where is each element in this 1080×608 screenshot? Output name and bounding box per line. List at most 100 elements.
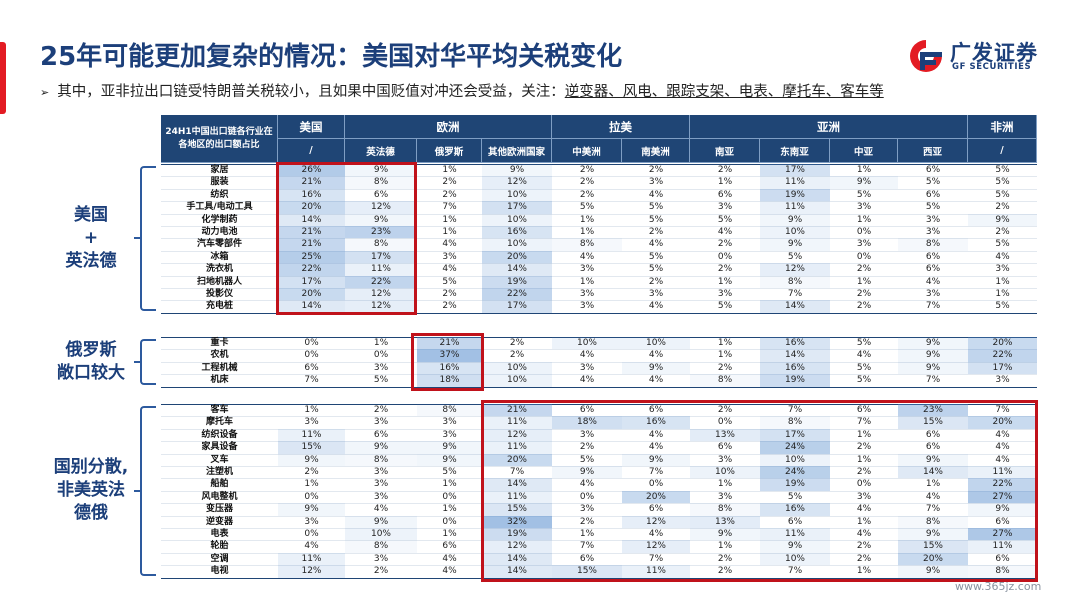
- table-cell: 7%: [925, 375, 941, 386]
- table-cell: 1%: [717, 276, 733, 287]
- row-label: 汽车零部件: [196, 239, 242, 250]
- table-cell: 2%: [717, 553, 733, 564]
- table-cell: 3%: [579, 289, 595, 299]
- table-cell: 27%: [968, 490, 1037, 504]
- table-cell: 7%: [787, 289, 803, 299]
- table-cell: 13%: [690, 515, 760, 528]
- table-cell: 4%: [995, 454, 1010, 465]
- row-divider: [161, 188, 1037, 190]
- table-cell: 6%: [925, 264, 941, 275]
- table-cell: 10%: [760, 552, 830, 566]
- table-cell: 1%: [995, 289, 1010, 299]
- page-title: 25年可能更加复杂的情况：美国对华平均关税变化: [40, 42, 623, 72]
- table-cell: 6%: [925, 165, 941, 175]
- table-cell: 2%: [717, 566, 733, 577]
- table-cell: 1%: [373, 338, 389, 348]
- row-divider: [161, 263, 1037, 265]
- company-logo: 广发证券 GF SECURITIES: [906, 38, 1066, 74]
- table-cell: 3%: [373, 417, 389, 428]
- group-bracket-tip: [134, 489, 140, 492]
- table-cell: 7%: [304, 375, 319, 386]
- table-cell: 1%: [856, 429, 872, 440]
- row-label: 农机: [210, 350, 229, 361]
- row-label: 电表: [210, 529, 229, 539]
- table-cell: 9%: [898, 528, 968, 541]
- table-cell: 1%: [442, 504, 457, 515]
- table-cell: 3%: [579, 264, 595, 275]
- table-cell: 3%: [717, 289, 733, 299]
- table-cell: 5%: [856, 189, 872, 200]
- row-label: 纺织设备: [201, 429, 238, 440]
- table-cell: 5%: [787, 491, 803, 502]
- table-cell: 7%: [442, 202, 457, 213]
- table-cell: 15%: [482, 503, 552, 516]
- column-header: 南亚: [690, 139, 760, 163]
- row-divider: [161, 374, 1037, 376]
- table-cell: 11%: [622, 565, 690, 578]
- table-cell: 3%: [373, 491, 389, 502]
- table-cell: 16%: [760, 337, 830, 350]
- table-cell: 6%: [995, 553, 1010, 564]
- table-cell: 3%: [442, 417, 457, 428]
- table-cell: 7%: [509, 467, 525, 477]
- table-cell: 7%: [925, 301, 941, 312]
- table-cell: 16%: [622, 416, 690, 429]
- group-bracket: [140, 339, 156, 385]
- table-cell: 9%: [552, 466, 622, 479]
- row-divider: [161, 416, 1037, 418]
- table-cell: 2%: [995, 227, 1010, 237]
- row-divider: [161, 238, 1037, 240]
- table-cell: 1%: [856, 165, 872, 175]
- row-label: 充电桩: [205, 301, 233, 312]
- table-cell: 12%: [345, 300, 417, 313]
- column-header: 西亚: [898, 139, 968, 163]
- bullet-point: ➢ 其中，亚非拉出口链受特朗普关税较小，且如果中国贬值对冲还会受益，关注：逆变器、…: [40, 80, 884, 101]
- table-cell: 3%: [856, 239, 872, 250]
- table-cell: 3%: [579, 504, 595, 515]
- group-bottom-border: [161, 312, 1037, 314]
- row-divider: [161, 213, 1037, 215]
- table-cell: 2%: [856, 467, 872, 477]
- row-label: 叉车: [210, 454, 229, 465]
- table-cell: 6%: [787, 516, 803, 527]
- table-cell: 0%: [373, 350, 389, 361]
- region-header: 美国: [278, 115, 345, 139]
- table-cell: 14%: [760, 300, 830, 313]
- table-cell: 6%: [925, 429, 941, 440]
- table-cell: 6%: [717, 189, 733, 200]
- group-label-line: 俄罗斯: [65, 339, 117, 360]
- table-cell: 1%: [304, 405, 319, 415]
- group-bottom-border: [161, 386, 1037, 388]
- row-label: 冰箱: [210, 251, 229, 262]
- table-cell: 1%: [579, 227, 595, 237]
- table-cell: 2%: [856, 442, 872, 453]
- table-cell: 4%: [856, 350, 872, 361]
- group-label-line: +: [83, 227, 99, 248]
- row-divider: [161, 275, 1037, 277]
- table-cell: 8%: [760, 416, 830, 429]
- table-cell: 4%: [995, 429, 1010, 440]
- table-cell: 3%: [717, 202, 733, 213]
- table-cell: 2%: [717, 165, 733, 175]
- table-cell: 0%: [442, 516, 457, 527]
- table-cell: 5%: [648, 202, 664, 213]
- table-cell: 2%: [648, 227, 664, 237]
- table-cell: 2%: [856, 553, 872, 564]
- table-cell: 6%: [373, 189, 389, 200]
- table-cell: 9%: [830, 176, 898, 189]
- row-divider: [161, 176, 1037, 178]
- row-label: 空调: [210, 553, 229, 564]
- table-cell: 6%: [648, 405, 664, 415]
- table-cell: 3%: [925, 227, 941, 237]
- table-cell: 2%: [579, 189, 595, 200]
- table-cell: 0%: [856, 479, 872, 490]
- row-divider: [161, 226, 1037, 227]
- table-cell: 5%: [995, 189, 1010, 200]
- table-cell: 2%: [579, 442, 595, 453]
- table-cell: 10%: [690, 466, 760, 479]
- table-cell: 7%: [648, 467, 664, 477]
- table-cell: 3%: [373, 362, 389, 373]
- table-cell: 17%: [482, 300, 552, 313]
- table-cell: 9%: [622, 361, 690, 375]
- column-header: 英法德: [345, 139, 417, 163]
